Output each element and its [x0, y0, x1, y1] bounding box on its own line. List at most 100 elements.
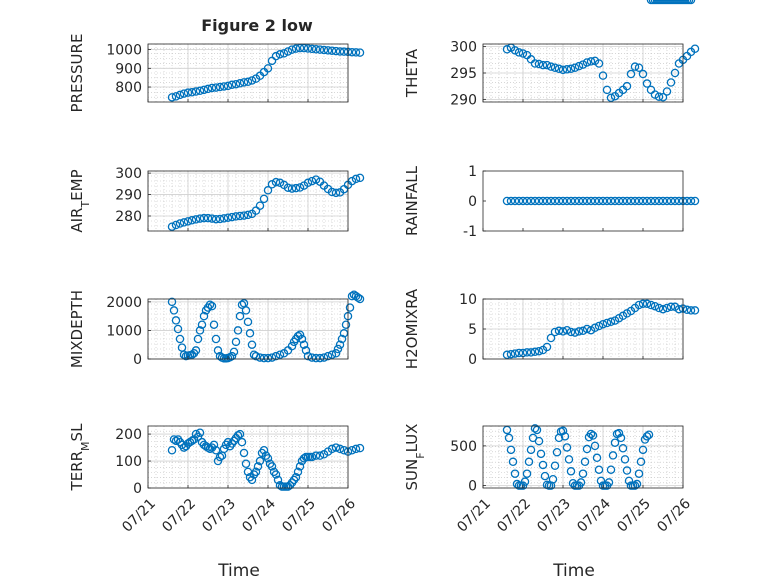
- y-tick-label: 1: [468, 164, 477, 180]
- data-point: [193, 432, 203, 442]
- data-point: [682, 305, 692, 315]
- data-point: [295, 43, 305, 53]
- data-point: [199, 85, 209, 95]
- data-point: [540, 471, 550, 481]
- data-point: [263, 186, 273, 195]
- data-point: [179, 218, 189, 227]
- data-point: [570, 63, 580, 72]
- data-point: [602, 196, 612, 206]
- data-point: [606, 317, 616, 327]
- data-point: [215, 452, 225, 462]
- data-point: [203, 84, 213, 94]
- data-point: [195, 214, 205, 223]
- data-point: [279, 49, 289, 58]
- data-point: [243, 317, 253, 327]
- x-axis-label: Time: [552, 561, 595, 581]
- data-point: [187, 216, 197, 225]
- ylabel-5: H2OMIXRA: [403, 288, 421, 369]
- data-point: [311, 451, 321, 460]
- data-point: [550, 63, 560, 72]
- data-point: [319, 353, 329, 362]
- data-point: [283, 183, 293, 192]
- data-point: [522, 196, 532, 206]
- data-point: [578, 196, 588, 206]
- data-point: [526, 348, 536, 357]
- data-point: [558, 426, 568, 436]
- data-point: [219, 214, 229, 223]
- data-point: [195, 326, 205, 335]
- y-tick-label: -1: [463, 224, 477, 240]
- data-point: [590, 323, 600, 333]
- axes-box: [147, 298, 349, 360]
- data-point: [167, 93, 177, 102]
- data-point: [295, 183, 305, 192]
- data-markers: [167, 428, 365, 491]
- y-tick-label: 1000: [106, 323, 142, 339]
- data-point: [255, 353, 265, 362]
- data-point: [179, 89, 189, 98]
- data-point: [650, 301, 660, 311]
- data-point: [227, 80, 237, 90]
- data-point: [287, 184, 297, 193]
- data-point: [638, 196, 648, 206]
- data-point: [638, 445, 648, 455]
- data-point: [247, 76, 257, 85]
- data-point: [299, 340, 309, 349]
- y-tick-label: 280: [115, 209, 142, 225]
- data-point: [594, 465, 604, 474]
- y-tick-label: 100: [115, 454, 142, 470]
- data-point: [638, 299, 648, 309]
- y-tick-label: 300: [115, 166, 142, 182]
- data-point: [179, 350, 189, 359]
- data-point: [582, 324, 592, 334]
- data-point: [550, 196, 560, 206]
- data-point: [542, 342, 552, 352]
- data-point: [187, 88, 197, 97]
- y-tick-label: 0: [468, 352, 477, 368]
- data-point: [534, 59, 544, 69]
- data-point: [335, 340, 345, 349]
- data-point: [508, 457, 518, 467]
- data-point: [283, 47, 293, 56]
- data-point: [193, 334, 203, 344]
- data-point: [299, 454, 309, 463]
- data-point: [562, 196, 572, 206]
- data-point: [654, 303, 664, 313]
- data-point: [570, 196, 580, 206]
- data-point: [526, 445, 536, 455]
- data-point: [562, 65, 572, 74]
- data-point: [175, 334, 185, 344]
- data-point: [670, 68, 680, 78]
- data-markers: [167, 43, 365, 102]
- data-point: [171, 220, 181, 230]
- data-point: [546, 333, 556, 343]
- data-point: [670, 196, 680, 206]
- ylabel-6: TERRMSL: [68, 423, 92, 492]
- data-point: [275, 350, 285, 359]
- data-point: [634, 469, 644, 478]
- data-point: [514, 348, 524, 358]
- data-point: [169, 306, 179, 315]
- subplot-theta: 290 295 300 THETA: [403, 40, 700, 108]
- data-point: [638, 69, 648, 79]
- data-point: [566, 64, 576, 74]
- data-point: [303, 178, 313, 188]
- data-point: [331, 46, 341, 56]
- data-point: [582, 444, 592, 454]
- data-point: [574, 61, 584, 71]
- data-markers: [502, 299, 700, 360]
- data-point: [335, 444, 345, 454]
- y-tick-label: 290: [115, 188, 142, 204]
- data-point: [658, 93, 668, 102]
- data-point: [658, 196, 668, 206]
- data-point: [247, 475, 257, 485]
- data-point: [295, 330, 305, 339]
- data-point: [255, 201, 265, 210]
- data-point: [654, 92, 664, 101]
- data-point: [301, 346, 311, 355]
- data-point: [554, 64, 564, 74]
- data-point: [211, 446, 221, 455]
- data-point: [175, 90, 185, 100]
- data-point: [510, 46, 520, 55]
- data-point: [524, 457, 534, 467]
